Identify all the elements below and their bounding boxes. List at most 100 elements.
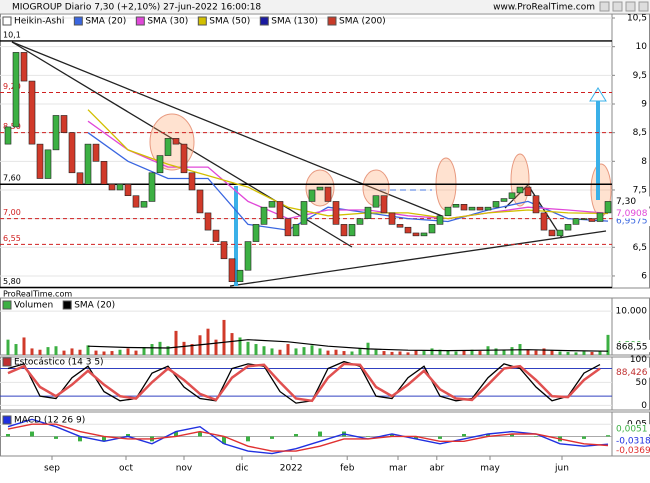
x-tick-label: abr (429, 464, 444, 474)
candle (84, 143, 92, 185)
candle (260, 206, 268, 225)
x-tick-label: mar (389, 464, 407, 474)
x-tick-label: dic (235, 464, 248, 474)
volume-bar (254, 344, 258, 355)
volume-bar (566, 351, 570, 355)
stochastic-line (7, 360, 601, 404)
histogram-bar (222, 436, 226, 444)
volume-bar (574, 352, 578, 355)
y-tick-label: 6 (641, 271, 647, 281)
volume-bar (102, 351, 106, 355)
legend-label: SMA (130) (271, 17, 318, 27)
candle (332, 201, 340, 225)
value-tag (613, 216, 650, 227)
candle (284, 218, 292, 237)
candle (388, 212, 396, 225)
candle (276, 201, 284, 219)
candle (468, 206, 476, 211)
legend-swatch (2, 357, 12, 367)
x-tick-label: may (480, 464, 500, 474)
y-tick-label: 10.000 (616, 307, 648, 317)
volume-sma (87, 339, 609, 352)
volume-bar (534, 350, 538, 355)
x-tick-label: 2022 (280, 464, 303, 474)
volume-bar (278, 349, 282, 355)
volume-bar (438, 349, 442, 355)
candle (572, 218, 580, 225)
candle (60, 115, 68, 133)
candle (364, 206, 372, 219)
x-tick-label: feb (340, 464, 355, 474)
candle (308, 189, 316, 202)
value-tag-label: 6,9575 (616, 217, 648, 227)
histogram-bar (414, 436, 418, 439)
volume-bar (478, 351, 482, 355)
legend-swatch (2, 415, 12, 425)
x-tick-label: jun (554, 464, 569, 474)
volume-bar (126, 348, 130, 355)
trend-line (229, 230, 607, 287)
candle (540, 212, 548, 231)
candle (604, 201, 612, 214)
candle (316, 186, 324, 191)
icon-button[interactable] (599, 1, 610, 12)
volume-bar (174, 330, 178, 355)
icon-button[interactable] (612, 1, 623, 12)
volume-bar (494, 348, 498, 355)
histogram-bar (78, 436, 82, 442)
volume-bar (526, 349, 530, 355)
volume-bar (590, 351, 594, 355)
candle (52, 115, 60, 151)
level-label: 7,60 (3, 174, 21, 183)
y-tick-label: 8 (641, 157, 647, 167)
candle (580, 218, 588, 220)
candle (220, 241, 228, 260)
volume-bar (230, 333, 234, 355)
volume-bar (374, 349, 378, 355)
candle (92, 143, 100, 162)
histogram-bar (6, 434, 10, 437)
volume-bar (398, 351, 402, 355)
level-label: 7,00 (3, 208, 21, 217)
candle (116, 183, 124, 191)
candle (4, 126, 12, 145)
histogram-bar (246, 436, 250, 442)
volume-bar (222, 319, 226, 355)
volume-bar (238, 337, 242, 355)
stochastic-line (7, 362, 601, 403)
histogram-bar (390, 434, 394, 437)
volume-bar (270, 348, 274, 355)
histogram-bar (486, 434, 490, 437)
volume-bar (502, 349, 506, 355)
candle (140, 201, 148, 208)
volume-bar (342, 351, 346, 355)
volume-bar (190, 344, 194, 355)
candle (36, 143, 44, 179)
x-tick-label: oct (119, 464, 133, 474)
volume-bar (462, 350, 466, 355)
icon-button[interactable] (638, 1, 649, 12)
volume-bar (14, 344, 18, 355)
candle (76, 172, 84, 185)
candle (476, 206, 484, 211)
legend-label: Heikin-Ashi (14, 17, 64, 27)
value-tag-label: -0,0318 (616, 437, 650, 447)
volume-bar (46, 347, 50, 355)
candle (132, 195, 140, 208)
candle (356, 218, 364, 225)
x-tick-label: sep (44, 464, 60, 474)
candle (396, 224, 404, 228)
legend-swatch (2, 300, 12, 310)
value-tag (613, 208, 650, 219)
volume-bar (542, 348, 546, 355)
candle (148, 172, 156, 202)
y-tick-label: 9 (641, 99, 647, 109)
icon-button[interactable] (625, 1, 636, 12)
volume-bar (558, 351, 562, 355)
volume-bar (430, 348, 434, 355)
volume-bar (310, 345, 314, 355)
candle (444, 206, 452, 217)
volume-bar (22, 337, 26, 355)
volume-bar (86, 345, 90, 355)
volume-bar (94, 350, 98, 355)
